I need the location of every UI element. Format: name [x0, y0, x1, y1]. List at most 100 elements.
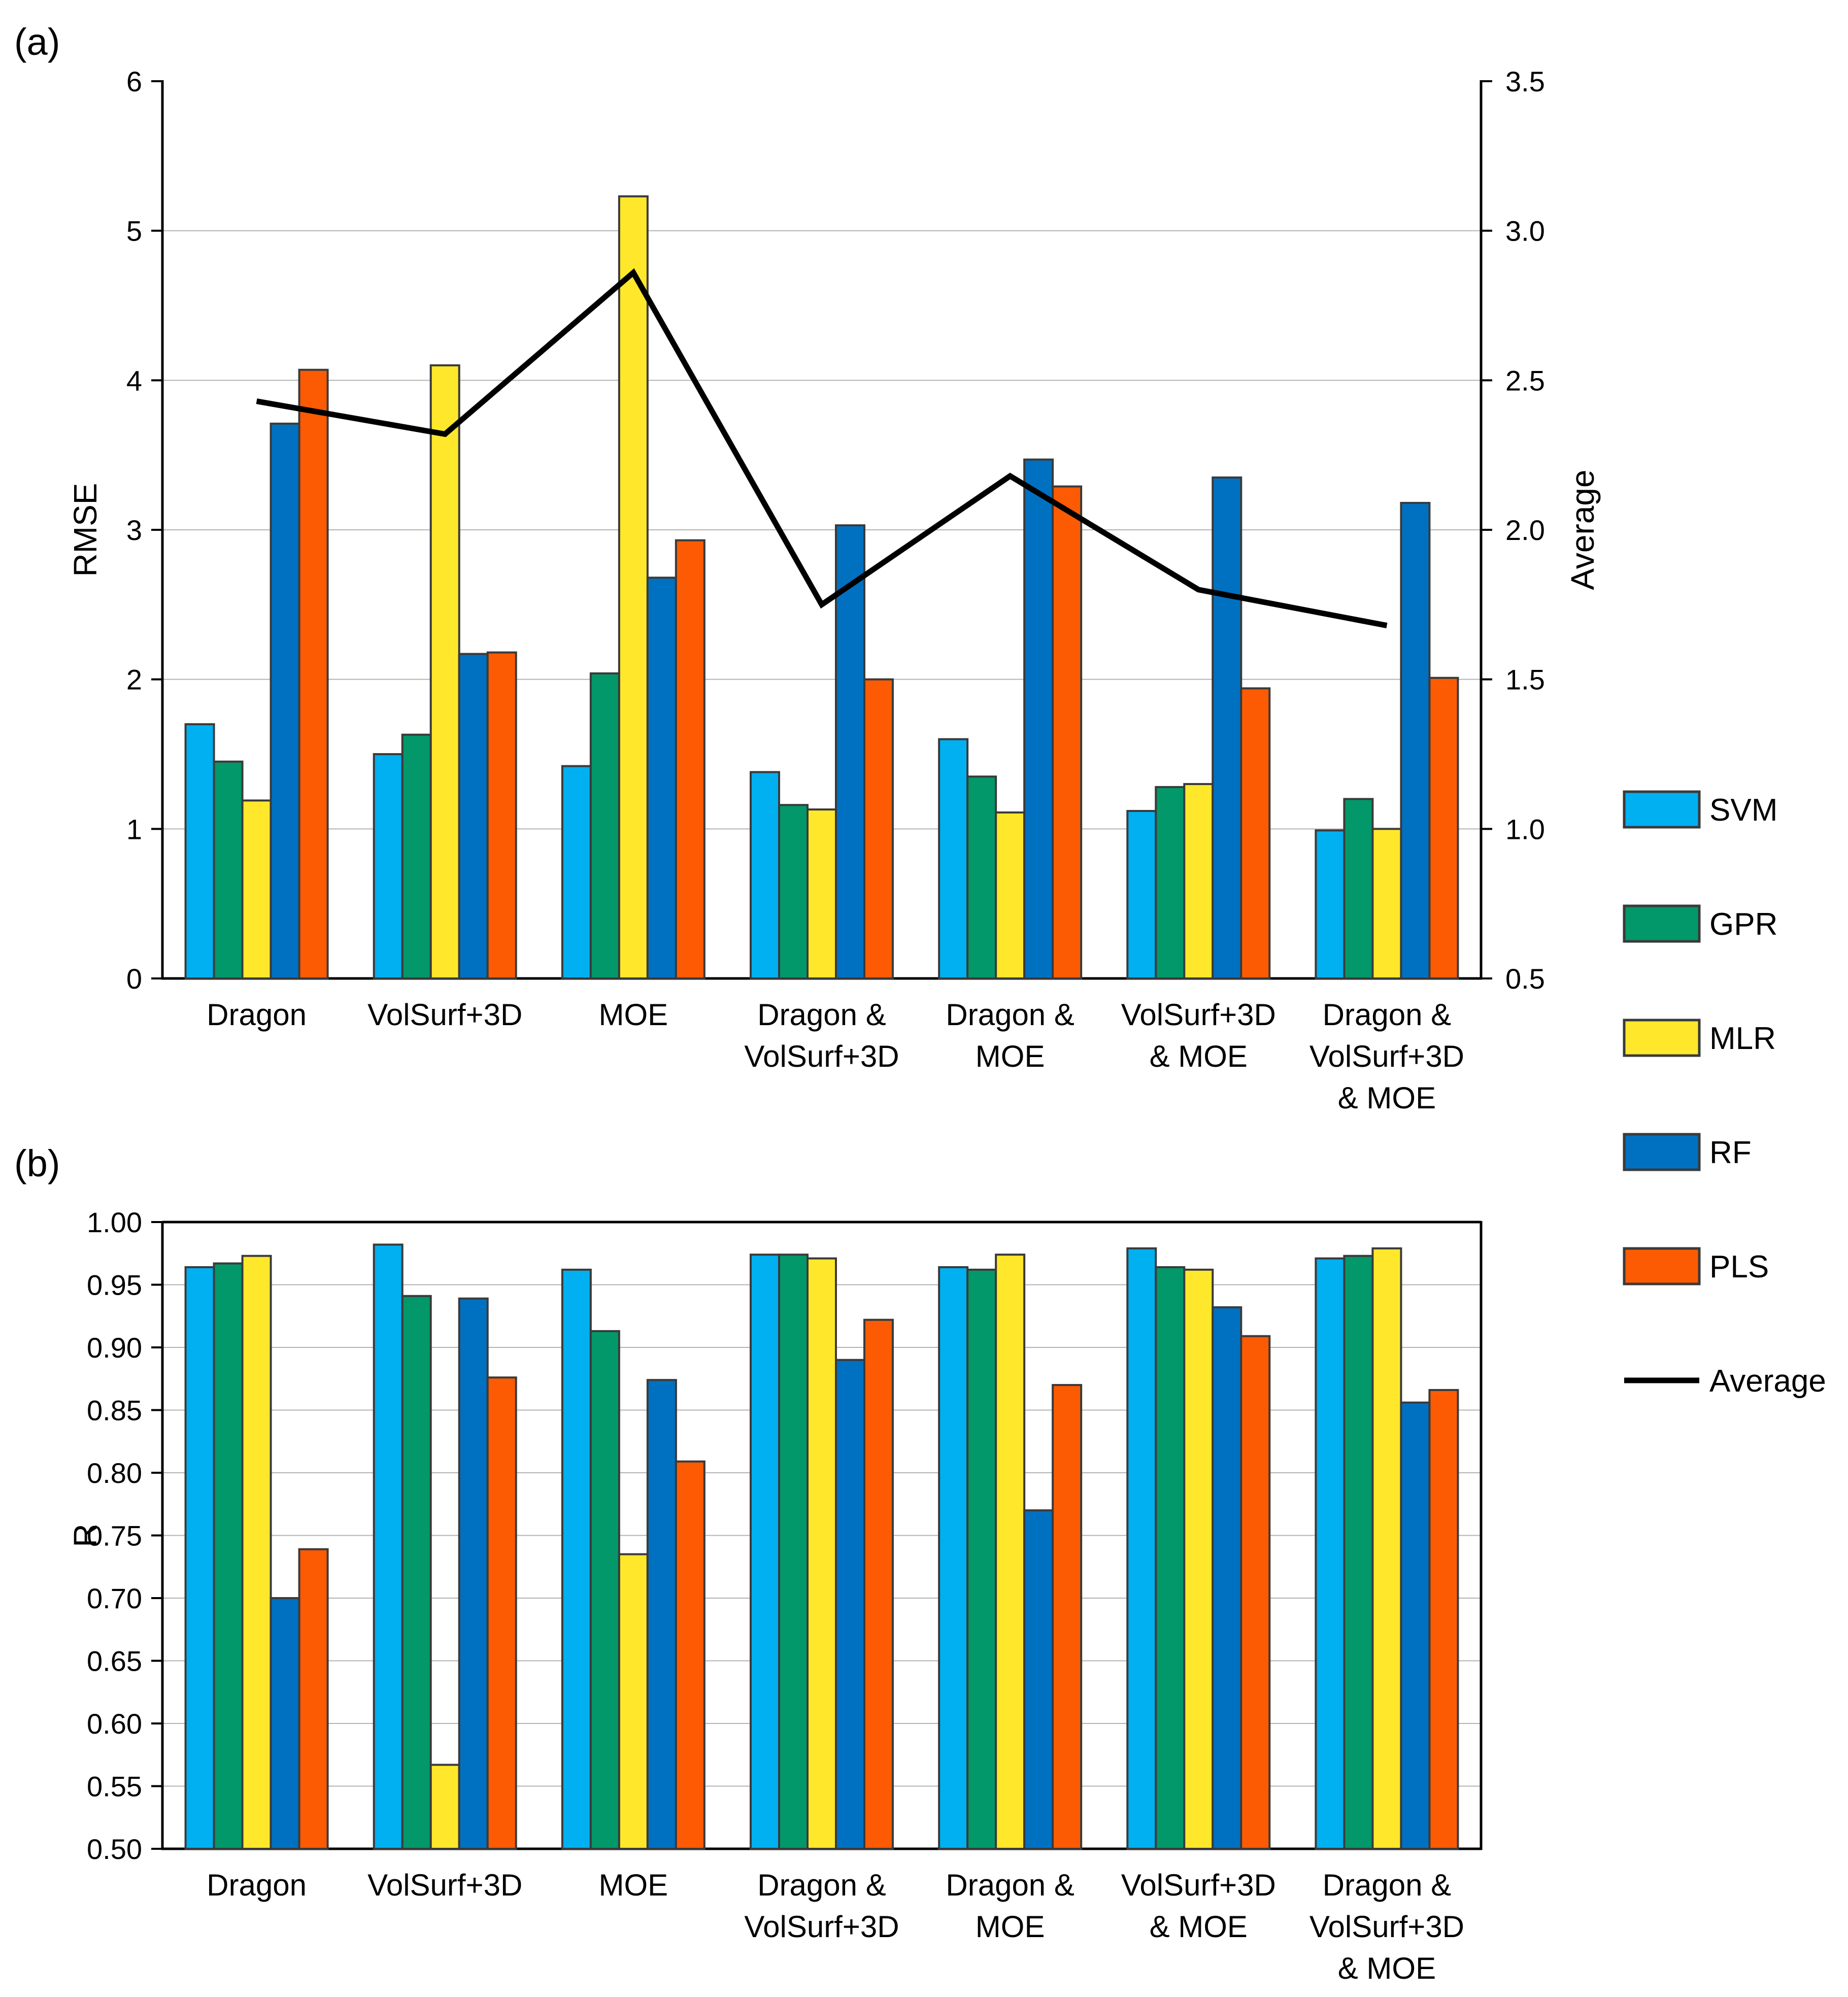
y-tick-label: 0.50: [87, 1833, 142, 1865]
bar-pls: [675, 539, 705, 980]
y-tick-label: 3: [126, 514, 142, 546]
bar-pls: [863, 678, 894, 979]
x-tick-label: VolSurf+3D: [744, 1039, 899, 1073]
bar-gpr: [966, 1268, 997, 1850]
x-tick-label: Dragon &: [946, 1868, 1074, 1902]
bar-gpr: [213, 760, 244, 979]
bar-pls: [863, 1318, 894, 1850]
y2-tick-label: 2.0: [1505, 514, 1545, 546]
x-tick-label: MOE: [599, 1868, 668, 1902]
bar-mlr: [1371, 828, 1402, 980]
bar-rf: [1212, 1306, 1242, 1850]
bar-gpr: [1155, 1266, 1186, 1850]
bar-svm: [373, 753, 404, 979]
bar-pls: [1428, 1389, 1459, 1850]
y-tick-label: 0.55: [87, 1771, 142, 1803]
bar-svm: [938, 1266, 969, 1850]
r-chart: 0.50 0.55 0.60 0.65 0.70 0.75 0.80 0.85 0.90 0.95…: [67, 1206, 1483, 1985]
legend-label-average: Average: [1709, 1364, 1826, 1399]
x-tick-label: VolSurf+3D: [1309, 1910, 1464, 1944]
y-tick-label: 0.80: [87, 1457, 142, 1489]
bar-svm: [750, 1254, 780, 1850]
bar-pls: [675, 1460, 705, 1850]
bar-mlr: [1183, 1268, 1214, 1850]
y2-axis-label: Average: [1564, 469, 1601, 590]
legend-swatch-mlr: [1623, 1019, 1701, 1057]
y-tick-label: 0.70: [87, 1582, 142, 1614]
x-tick-label: Dragon &: [946, 998, 1074, 1032]
bar-mlr: [618, 195, 649, 980]
x-tick-label: MOE: [976, 1910, 1045, 1944]
rmse-chart: 0 1 2 3 4 5 6 RMSE 0.5 1.0 1.5 2.0 2.5 3.0 3.5 Average D…: [67, 65, 1601, 1115]
bar-rf: [1400, 501, 1431, 979]
legend-label-mlr: MLR: [1709, 1021, 1776, 1056]
bar-mlr: [1183, 783, 1214, 980]
y-tick-label: 0.65: [87, 1645, 142, 1677]
bar-mlr: [429, 364, 460, 979]
bar-pls: [1240, 1335, 1271, 1850]
bar-svm: [1126, 1247, 1157, 1850]
y-tick-label: 0.85: [87, 1395, 142, 1427]
bar-mlr: [618, 1553, 649, 1850]
bar-rf: [835, 524, 865, 980]
bar-svm: [1315, 1257, 1346, 1850]
y-tick-label: 0: [126, 963, 142, 995]
x-tick-label: VolSurf+3D: [367, 998, 522, 1032]
bar-gpr: [401, 733, 432, 980]
average-line: [256, 268, 1388, 628]
y-tick-label: 5: [126, 215, 142, 247]
y-tick-label: 4: [126, 364, 142, 396]
bar-svm: [1315, 829, 1346, 980]
panel-b-label: (b): [14, 1142, 60, 1184]
x-tick-label: VolSurf+3D: [1121, 998, 1276, 1032]
panel-a-label: (a): [14, 21, 60, 63]
bar-pls: [1052, 1384, 1083, 1850]
x-tick-label: & MOE: [1338, 1951, 1436, 1985]
y-tick-label: 2: [126, 664, 142, 696]
y-tick-label: 0.90: [87, 1332, 142, 1364]
x-tick-label: MOE: [599, 998, 668, 1032]
bar-svm: [750, 771, 780, 979]
x-tick-label: MOE: [976, 1039, 1045, 1073]
bar-svm: [184, 1266, 215, 1850]
bar-rf: [835, 1359, 865, 1850]
x-tick-label: Dragon &: [1323, 1868, 1451, 1902]
bar-pls: [486, 651, 517, 980]
y2-tick-label: 3.5: [1505, 65, 1545, 97]
bar-gpr: [1343, 1255, 1374, 1850]
y-tick-label: 1: [126, 813, 142, 845]
bar-pls: [486, 1376, 517, 1850]
y-tick-label: 1.00: [87, 1206, 142, 1238]
x-tick-label: & MOE: [1150, 1039, 1248, 1073]
bar-rf: [458, 653, 489, 980]
bar-svm: [184, 723, 215, 979]
bar-gpr: [589, 1330, 620, 1850]
x-tick-label: VolSurf+3D: [744, 1910, 899, 1944]
bar-mlr: [995, 811, 1026, 980]
y2-tick-label: 1.0: [1505, 813, 1545, 845]
legend-swatch-gpr: [1623, 904, 1701, 943]
bar-pls: [1052, 485, 1083, 979]
y2-tick-label: 2.5: [1505, 364, 1545, 396]
bar-rf: [270, 422, 300, 980]
bar-mlr: [807, 1257, 837, 1850]
y-axis-label: R: [67, 1524, 104, 1547]
bar-gpr: [778, 1254, 809, 1850]
bar-rf: [646, 577, 677, 979]
y-tick-label: 0.60: [87, 1708, 142, 1740]
bar-svm: [1126, 809, 1157, 980]
x-tick-label: VolSurf+3D: [1121, 1868, 1276, 1902]
bar-mlr: [241, 1255, 272, 1850]
x-tick-label: & MOE: [1150, 1910, 1248, 1944]
legend-swatch-pls: [1623, 1247, 1701, 1285]
bar-svm: [561, 765, 592, 980]
bar-mlr: [807, 808, 837, 979]
y-tick-label: 6: [126, 65, 142, 97]
legend: SVM GPR MLR RF PLS Average: [1623, 790, 1826, 1399]
bar-pls: [298, 1548, 329, 1850]
bar-gpr: [1155, 786, 1186, 979]
bar-gpr: [966, 775, 997, 979]
bar-gpr: [1343, 798, 1374, 980]
bar-rf: [1400, 1401, 1431, 1850]
bar-pls: [1428, 676, 1459, 979]
